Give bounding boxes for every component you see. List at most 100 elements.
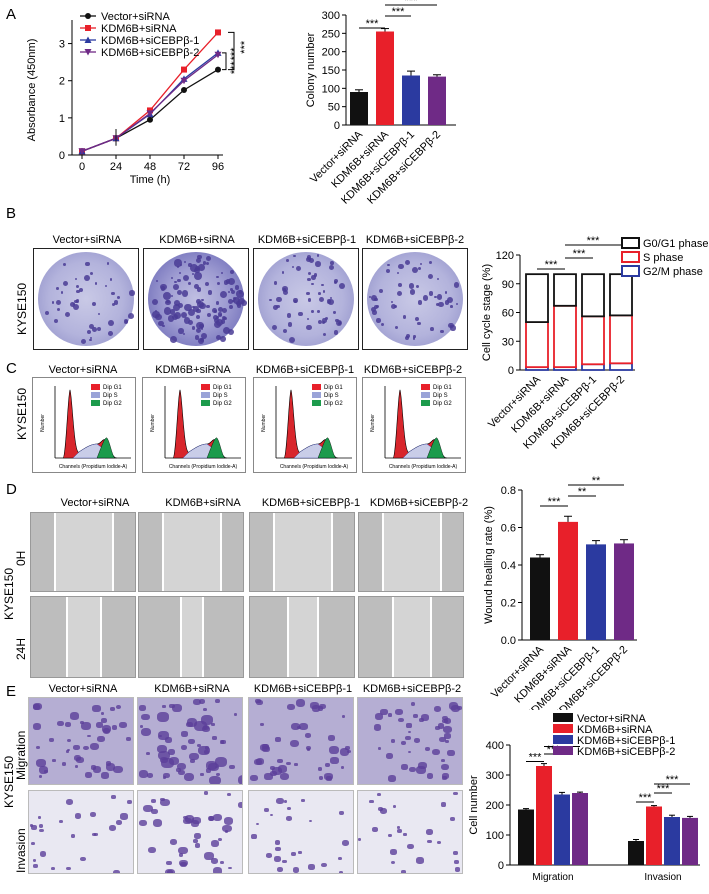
- cell-spot: [249, 774, 258, 781]
- cell-spot: [318, 776, 324, 780]
- legend-swatch: [621, 265, 640, 277]
- colony-spot: [194, 272, 202, 280]
- legend-label: KDM6B+siCEBPβ-2: [577, 746, 675, 758]
- colony-spot: [321, 318, 327, 323]
- cell-spot: [180, 745, 188, 751]
- cell-spot: [194, 833, 202, 839]
- cell-spot: [330, 757, 339, 764]
- cell-spot: [57, 720, 64, 727]
- colony-spot: [174, 280, 177, 284]
- wound-edge: [54, 513, 57, 591]
- colony-spot: [397, 291, 403, 297]
- histogram-legend-swatch: [312, 400, 321, 406]
- cell-spot: [138, 770, 148, 778]
- bar-kdm6b-sicebp-1-migration: [554, 794, 570, 865]
- colony-spot: [73, 303, 80, 310]
- g2-peak: [206, 437, 226, 459]
- cell-spot: [64, 722, 71, 728]
- colony-spot: [236, 303, 242, 308]
- cell-spot: [147, 772, 154, 778]
- g2-peak: [317, 437, 337, 459]
- bar-kdm6b-sicebp-1-invasion: [664, 817, 680, 865]
- colony-spot: [317, 310, 320, 313]
- significance-label: ***: [229, 61, 241, 75]
- colony-spot: [396, 271, 400, 275]
- wound-image: [138, 596, 244, 678]
- histogram-legend-swatch: [91, 400, 100, 406]
- colony-dish-kdm6b: [143, 248, 249, 350]
- cell-spot: [31, 825, 38, 830]
- cell-spot: [340, 766, 345, 769]
- cell-spot: [194, 721, 207, 732]
- cell-spot: [66, 866, 71, 871]
- colony-spot: [194, 265, 200, 271]
- cell-spot: [209, 775, 222, 784]
- cell-spot: [140, 725, 144, 728]
- cell-spot: [272, 767, 282, 775]
- cell-spot: [433, 705, 442, 713]
- colony-spot: [106, 262, 110, 265]
- colony-spot: [80, 338, 87, 345]
- cell-spot: [442, 773, 450, 780]
- data-point: [180, 77, 188, 85]
- cell-spot: [161, 757, 174, 768]
- colony-spot: [298, 311, 303, 317]
- g2-peak: [426, 437, 446, 459]
- colony-spot: [191, 325, 196, 330]
- significance-label: **: [578, 486, 587, 498]
- colony-spot: [85, 262, 90, 267]
- cell-spot: [418, 761, 428, 769]
- colony-spot: [198, 338, 205, 344]
- cell-spot: [275, 737, 281, 742]
- colony-spot: [289, 337, 296, 344]
- data-point: [181, 66, 187, 73]
- cell-spot: [29, 824, 34, 828]
- y-tick-label: 0: [498, 860, 504, 872]
- cell-spot: [85, 772, 93, 779]
- wound-image: [249, 596, 355, 678]
- legend-label: Vector+siRNA: [101, 11, 170, 23]
- cell-spot: [126, 736, 132, 741]
- colony-spot: [109, 277, 113, 281]
- colony-spot: [199, 302, 206, 310]
- colony-spot: [215, 334, 222, 341]
- colony-spot: [170, 294, 173, 297]
- y-tick-label: 0: [508, 365, 514, 377]
- cell-spot: [410, 702, 416, 706]
- cell-spot: [296, 699, 306, 707]
- colony-spot: [171, 313, 179, 321]
- cell-spot: [328, 735, 336, 741]
- colony-spot: [165, 299, 171, 305]
- caption-b-2: KDM6B+siRNA: [159, 234, 235, 246]
- histogram-legend-label: Dip G1: [324, 385, 343, 391]
- data-point: [147, 116, 153, 123]
- bar-kdm6b-sirna: [558, 521, 578, 640]
- colony-spot: [415, 316, 419, 321]
- cell-spot: [151, 799, 157, 804]
- histogram-x-label: Channels (Propidium Iodide-A): [59, 464, 128, 470]
- colony-spot: [178, 328, 184, 334]
- cell-spot: [200, 772, 204, 776]
- cell-spot: [389, 849, 397, 855]
- cell-spot: [442, 776, 447, 781]
- cell-spot: [440, 763, 449, 771]
- colony-spot: [283, 288, 287, 292]
- wound-edge: [392, 597, 395, 677]
- cell-spot: [38, 824, 44, 828]
- cell-spot: [75, 764, 79, 768]
- colony-spot: [74, 277, 78, 281]
- legend-label: KDM6B+siCEBPβ-1: [101, 35, 199, 47]
- colony-spot: [232, 296, 240, 304]
- cell-spot: [162, 705, 166, 708]
- wound-image: [358, 596, 464, 678]
- cell-spot: [32, 723, 42, 730]
- colony-spot: [201, 298, 204, 302]
- wound-edge: [202, 597, 205, 677]
- colony-spot: [413, 335, 417, 338]
- wound-image: [30, 512, 136, 592]
- colony-spot: [227, 328, 234, 335]
- cell-spot: [36, 745, 41, 750]
- colony-spot: [187, 308, 196, 317]
- histogram-legend-swatch: [312, 384, 321, 390]
- colony-spot: [427, 273, 433, 279]
